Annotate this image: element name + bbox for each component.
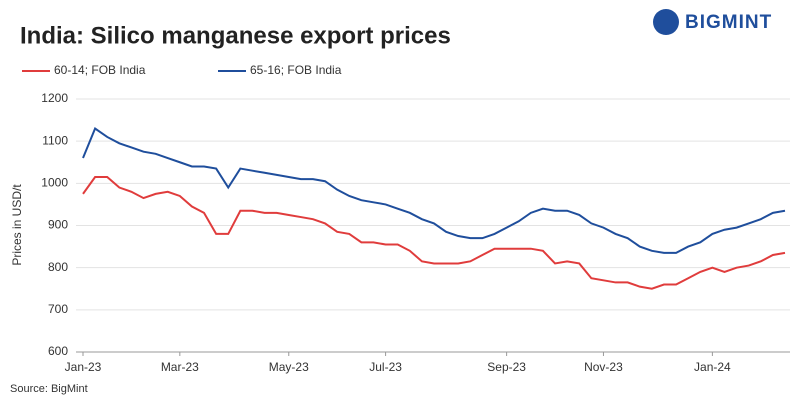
source: Source: BigMint <box>10 383 88 395</box>
x-tick-label: Jul-23 <box>369 360 402 374</box>
x-tick-label: Sep-23 <box>487 360 526 374</box>
y-tick-label: 700 <box>48 302 68 316</box>
y-tick-label: 1100 <box>42 133 68 147</box>
y-tick-label: 1200 <box>41 91 68 105</box>
legend-label: 60-14; FOB India <box>54 63 146 77</box>
logo: BIGMINT <box>685 12 772 33</box>
x-tick-label: Jan-24 <box>694 360 731 374</box>
logo-icon <box>653 9 679 35</box>
y-tick-label: 1000 <box>41 176 68 190</box>
y-tick-label: 600 <box>48 344 68 358</box>
y-tick-label: 800 <box>48 260 68 274</box>
legend-label: 65-16; FOB India <box>250 63 342 77</box>
x-tick-label: Nov-23 <box>584 360 623 374</box>
x-tick-label: Mar-23 <box>161 360 199 374</box>
x-tick-label: Jan-23 <box>65 360 102 374</box>
series-line <box>82 126 786 254</box>
x-tick-label: May-23 <box>269 360 309 374</box>
y-tick-label: 900 <box>48 218 68 232</box>
series-line <box>82 176 786 290</box>
y-axis-label: Prices in USD/t <box>10 184 24 266</box>
chart-title: India: Silico manganese export prices <box>20 22 451 49</box>
